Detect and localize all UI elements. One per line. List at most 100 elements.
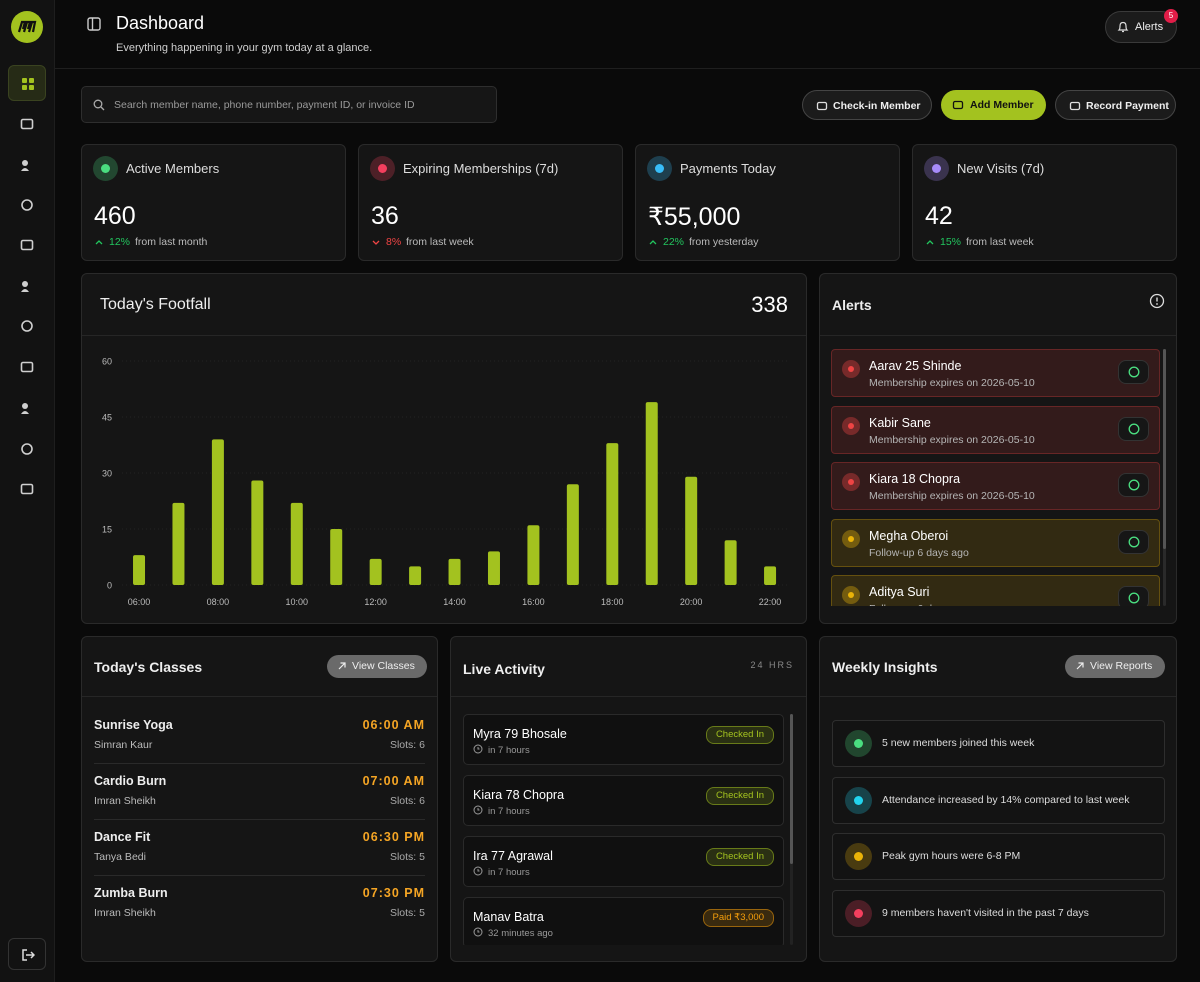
activity-time: in 7 hours — [488, 867, 530, 878]
stat-icon-dot — [932, 164, 941, 173]
activity-item: Myra 79 Bhosale in 7 hours Checked In — [463, 714, 784, 765]
activity-range: 24 HRS — [750, 660, 794, 670]
activity-list: Myra 79 Bhosale in 7 hours Checked In Kiara… — [463, 714, 785, 945]
sidebar — [0, 0, 55, 982]
activity-time: in 7 hours — [488, 745, 530, 756]
row-divider — [94, 875, 425, 876]
insight-item: Peak gym hours were 6-8 PM — [832, 833, 1165, 880]
insight-text: Peak gym hours were 6-8 PM — [882, 850, 1021, 862]
icon-part — [93, 99, 103, 109]
header-divider — [55, 68, 1200, 69]
nav-button[interactable] — [8, 187, 46, 223]
bar — [369, 558, 382, 585]
logo-circle — [11, 11, 43, 43]
bar — [251, 480, 264, 585]
bar — [172, 502, 185, 585]
insight-item: Attendance increased by 14% compared to … — [832, 776, 1165, 824]
whatsapp-button[interactable] — [1118, 586, 1149, 606]
bar — [764, 566, 777, 585]
nav-button[interactable] — [8, 390, 46, 426]
whatsapp-icon — [1128, 479, 1140, 491]
icon-part — [95, 240, 103, 245]
nav-button[interactable] — [8, 65, 46, 101]
alert-name: Aarav 25 Shinde — [869, 359, 962, 373]
alert-detail: Follow-up 6 days ago — [869, 546, 969, 559]
bar — [211, 439, 224, 585]
y-tick-label: 0 — [107, 581, 112, 591]
stat-change: 8% — [386, 236, 402, 248]
activity-name: Kiara 78 Chopra — [473, 788, 565, 802]
icon-part — [22, 160, 28, 166]
nav-button[interactable] — [8, 308, 46, 344]
bar — [448, 558, 461, 585]
alert-item[interactable]: Kiara 18 Chopra Membership expires on 202… — [831, 462, 1160, 510]
stat-card: Active Members 460 12% from last month — [81, 144, 346, 261]
bar — [133, 555, 146, 585]
stat-note: from last week — [406, 236, 474, 248]
nav-button[interactable] — [8, 147, 46, 183]
alert-item[interactable]: Aarav 25 Shinde Membership expires on 202… — [831, 349, 1160, 397]
whatsapp-icon — [1128, 536, 1140, 547]
divider — [820, 696, 1176, 697]
action-button[interactable]: Check-in Member — [802, 90, 932, 120]
whatsapp-icon — [1128, 592, 1140, 604]
clock-icon — [473, 805, 483, 815]
divider — [820, 335, 1176, 336]
whatsapp-button[interactable] — [1118, 473, 1149, 497]
x-tick-label: 16:00 — [522, 597, 545, 607]
class-name: Dance Fit — [94, 830, 151, 844]
alert-icon-dot — [848, 366, 854, 372]
logo-mark — [17, 20, 37, 33]
icon-part — [477, 747, 480, 750]
alerts-card: Alerts Aarav 25 Shinde Membership expires … — [819, 273, 1177, 624]
icon-part — [1128, 423, 1140, 434]
nav-button[interactable] — [8, 106, 46, 142]
icon-part — [20, 361, 34, 373]
icon-part — [22, 85, 27, 90]
nav-button[interactable] — [8, 227, 46, 263]
action-button[interactable]: Record Payment — [1055, 90, 1176, 120]
action-button[interactable]: Add Member — [941, 90, 1046, 120]
icon-part — [952, 100, 964, 110]
alert-name: Megha Oberoi — [869, 528, 949, 543]
logout-button[interactable] — [8, 938, 46, 970]
nav-icon — [21, 160, 29, 171]
nav-icon — [20, 361, 34, 373]
activity-time: 32 minutes ago — [488, 928, 553, 939]
bar — [645, 402, 658, 585]
stat-icon-dot — [655, 164, 664, 173]
insight-text: 9 members haven't visited in the past 7 … — [882, 906, 1089, 919]
alerts-badge: 5 — [1164, 9, 1178, 23]
nav-button[interactable] — [8, 471, 46, 507]
view-reports-button[interactable]: View Reports — [1065, 655, 1165, 678]
icon-part — [21, 411, 29, 414]
trend-arrow — [926, 240, 934, 245]
y-tick-label: 45 — [102, 413, 112, 423]
button-label: View Reports — [1090, 660, 1153, 672]
class-instructor: Tanya Bedi — [94, 851, 146, 863]
whatsapp-icon — [1128, 366, 1140, 378]
class-time: 06:00 AM — [362, 718, 425, 732]
whatsapp-button[interactable] — [1118, 360, 1149, 384]
alert-item[interactable]: Aditya Suri Follow-up 6 days ago — [831, 575, 1160, 606]
alert-icon-dot — [848, 535, 854, 542]
status-badge: Checked In — [705, 848, 774, 866]
alert-item[interactable]: Kabir Sane Membership expires on 2026-05-… — [831, 405, 1160, 454]
nav-button[interactable] — [8, 431, 46, 467]
scrollbar-thumb — [1163, 349, 1166, 549]
stat-change: 15% — [940, 236, 962, 248]
icon-part — [22, 949, 35, 961]
whatsapp-button[interactable] — [1118, 416, 1149, 441]
nav-button[interactable] — [8, 268, 46, 304]
search-box[interactable]: Search member name, phone number, paymen… — [81, 86, 497, 123]
alert-item[interactable]: Megha Oberoi Follow-up 6 days ago — [831, 518, 1160, 567]
icon-part — [477, 869, 480, 872]
whatsapp-button[interactable] — [1118, 529, 1149, 554]
view-classes-button[interactable]: View Classes — [327, 655, 427, 678]
classes-card: Today's Classes View Classes Sunrise Yoga S… — [81, 636, 438, 962]
class-name: Zumba Burn — [94, 886, 168, 900]
nav-button[interactable] — [8, 349, 46, 385]
sidebar-toggle[interactable] — [84, 15, 104, 33]
nav-icon — [21, 320, 33, 332]
activity-item: Manav Batra 32 minutes ago Paid ₹3,000 — [463, 897, 784, 945]
